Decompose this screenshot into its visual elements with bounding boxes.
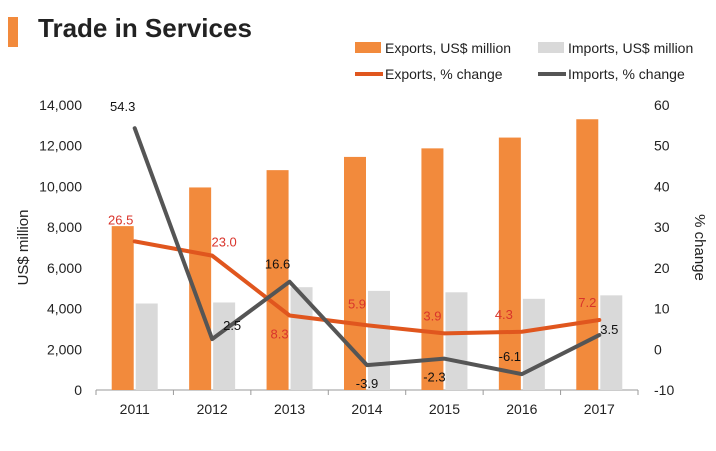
y-right-axis-label: % change	[691, 214, 708, 281]
y-left-tick-label: 4,000	[47, 301, 82, 317]
exports-change-label-2013: 8.3	[271, 326, 289, 341]
exports-change-label-2012: 23.0	[211, 235, 236, 250]
imports-change-label-2013: 16.6	[265, 257, 290, 272]
exports-bar-2016	[498, 137, 521, 390]
exports-change-line	[132, 239, 602, 336]
imports-bar-2017	[600, 295, 623, 390]
exports-change-label-2014: 5.9	[348, 296, 366, 311]
y-right-tick-label: -10	[654, 382, 674, 398]
imports-change-label-2011: 54.3	[110, 99, 135, 114]
x-tick-label-2017: 2017	[584, 401, 615, 417]
exports-bar-2011	[111, 226, 134, 390]
y-left-tick-label: 14,000	[39, 97, 82, 113]
chart-title: Trade in Services	[38, 13, 252, 43]
y-left-axis-label: US$ million	[15, 210, 32, 286]
imports-bar-2014	[368, 290, 390, 390]
y-left-tick-label: 12,000	[39, 138, 82, 154]
legend-exports-bar-swatch	[355, 42, 381, 53]
y-right-tick-label: 40	[654, 178, 670, 194]
legend-exports-bar-label: Exports, US$ million	[385, 40, 511, 56]
imports-change-label-2015: -2.3	[423, 370, 445, 385]
imports-change-label-2014: -3.9	[356, 376, 378, 391]
exports-bar-2015	[421, 148, 444, 390]
title-accent-bar	[8, 17, 18, 47]
y-right-tick-label: 20	[654, 260, 670, 276]
exports-bar-2014	[344, 156, 366, 390]
y-right-tick-label: 0	[654, 341, 662, 357]
x-tick-label-2014: 2014	[351, 401, 382, 417]
legend-imports-line-label: Imports, % change	[568, 66, 685, 82]
exports-change-label-2016: 4.3	[495, 307, 513, 322]
imports-change-label-2016: -6.1	[499, 349, 521, 364]
x-tick-label-2011: 2011	[120, 401, 150, 417]
legend-imports-bar-swatch	[538, 42, 564, 53]
imports-bar-2012	[213, 302, 236, 390]
imports-change-label-2017: 3.5	[600, 322, 618, 337]
x-tick-label-2015: 2015	[429, 401, 460, 417]
x-tick-label-2013: 2013	[274, 401, 305, 417]
y-left-tick-label: 2,000	[47, 341, 82, 357]
y-left-tick-label: 6,000	[47, 260, 82, 276]
exports-change-label-2015: 3.9	[423, 308, 441, 323]
imports-change-line	[132, 126, 602, 377]
y-left-tick-label: 8,000	[47, 219, 82, 235]
exports-change-label-2011: 26.5	[108, 212, 133, 227]
y-right-tick-label: 30	[654, 219, 670, 235]
imports-bar-2015	[445, 292, 468, 390]
y-right-tick-label: 60	[654, 97, 670, 113]
x-tick-label-2012: 2012	[197, 401, 228, 417]
legend-imports-bar-label: Imports, US$ million	[568, 40, 693, 56]
imports-bar-2013	[290, 287, 313, 390]
y-left-tick-label: 10,000	[39, 178, 82, 194]
exports-bar-2013	[266, 170, 289, 390]
y-left-tick-label: 0	[74, 382, 82, 398]
exports-bar-2017	[576, 119, 599, 390]
imports-bar-2011	[135, 303, 158, 390]
y-right-tick-label: 50	[654, 138, 670, 154]
imports-change-label-2012: 2.5	[223, 318, 241, 333]
exports-change-label-2017: 7.2	[578, 295, 596, 310]
y-right-tick-label: 10	[654, 301, 670, 317]
exports-bar-2012	[189, 187, 212, 390]
legend-exports-line-label: Exports, % change	[385, 66, 503, 82]
imports-bar-2016	[522, 298, 545, 390]
x-tick-label-2016: 2016	[506, 401, 537, 417]
